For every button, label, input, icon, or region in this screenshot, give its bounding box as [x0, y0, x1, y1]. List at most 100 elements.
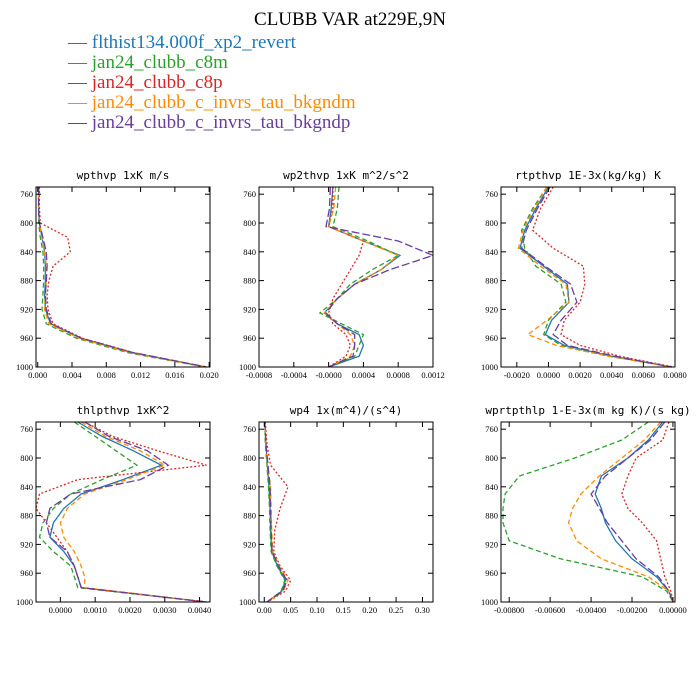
series-line: [264, 421, 292, 603]
x-tick-label: 0.0020: [118, 605, 141, 615]
y-tick-label: 760: [243, 189, 256, 199]
panel-title: thlpthvp 1xK^2: [77, 404, 170, 417]
y-tick-label: 960: [485, 568, 498, 578]
plot-frame: [500, 186, 676, 368]
x-tick-label: 0.016: [165, 370, 184, 380]
x-tick-label: 0.05: [283, 605, 298, 615]
series-line: [327, 187, 365, 368]
y-tick-label: 880: [20, 511, 33, 521]
series-line: [590, 421, 674, 603]
x-tick-label: 0.00000: [659, 605, 687, 615]
y-tick-label: 960: [20, 333, 33, 343]
plot-frame: [500, 421, 676, 603]
panel-title: wp2thvp 1xK m^2/s^2: [283, 169, 409, 182]
panel: wp4 1x(m^4)/(s^4)76080084088092096010000…: [239, 404, 434, 615]
y-tick-label: 800: [20, 453, 33, 463]
x-tick-label: 0.0040: [600, 370, 623, 380]
y-tick-label: 880: [485, 276, 498, 286]
legend-entry: — flthist134.000f_xp2_revert: [67, 32, 297, 53]
y-tick-label: 760: [485, 189, 498, 199]
panel: thlpthvp 1xK^2 760 800 840 880 920 960 1000 0.00…: [16, 404, 211, 615]
y-tick-label: 880: [243, 511, 256, 521]
series-line: [567, 421, 674, 603]
series-line: [264, 421, 288, 603]
series-line: [502, 421, 674, 603]
x-tick-label: 0.0000: [49, 605, 72, 615]
plot-frame: [258, 186, 434, 368]
y-tick-label: 800: [485, 218, 498, 228]
series-line: [520, 186, 672, 368]
x-tick-label: -0.00200: [617, 605, 647, 615]
y-tick-label: 960: [20, 568, 33, 578]
panel-title: rtpthvp 1E-3x(kg/kg) K: [515, 169, 661, 182]
series-line: [318, 186, 400, 368]
panel: rtpthvp 1E-3x(kg/kg) K 760 800 840 880 920 960…: [481, 169, 687, 380]
y-tick-label: 920: [485, 539, 498, 549]
y-tick-label: 840: [20, 247, 33, 257]
figure-title: CLUBB VAR at229E,9N: [254, 9, 446, 30]
x-tick-label: 0.0040: [188, 605, 211, 615]
plot-frame: [35, 186, 211, 368]
series-line: [264, 421, 289, 603]
series-line: [37, 187, 206, 368]
x-tick-label: -0.0020: [504, 370, 530, 380]
y-tick-label: 1000: [16, 597, 33, 607]
plot-frame: [258, 421, 434, 603]
series-line: [519, 186, 672, 368]
x-tick-label: 0.25: [389, 605, 404, 615]
x-tick-label: 0.0030: [153, 605, 176, 615]
x-tick-label: 0.0000: [537, 370, 560, 380]
x-tick-label: 0.00: [257, 605, 272, 615]
legend-entry: — jan24_clubb_c_invrs_tau_bkgndm: [67, 92, 356, 113]
series-line: [520, 186, 672, 368]
y-tick-label: 1000: [481, 362, 498, 372]
y-tick-label: 960: [243, 568, 256, 578]
y-tick-label: 1000: [239, 362, 256, 372]
x-tick-label: -0.00800: [494, 605, 524, 615]
x-tick-label: 0.10: [310, 605, 325, 615]
x-tick-label: -0.00400: [576, 605, 606, 615]
series-line: [37, 187, 207, 368]
y-tick-label: 880: [243, 276, 256, 286]
plot-frame: [35, 421, 211, 603]
series-line: [325, 186, 435, 368]
series-line: [45, 421, 207, 603]
series-line: [594, 421, 674, 603]
y-tick-label: 920: [243, 539, 256, 549]
series-line: [37, 187, 206, 368]
x-tick-label: 0.15: [336, 605, 351, 615]
series-line: [264, 421, 286, 603]
y-tick-label: 840: [20, 482, 33, 492]
legend: — flthist134.000f_xp2_revert — jan24_clu…: [67, 32, 356, 133]
panel-title: wprtpthlp 1-E-3x(m kg K)/(s kg): [485, 404, 690, 417]
x-tick-label: 0.008: [97, 370, 116, 380]
y-tick-label: 760: [20, 424, 33, 434]
legend-label: — jan24_clubb_c_invrs_tau_bkgndm: [67, 92, 356, 113]
legend-label: — jan24_clubb_c8m: [67, 52, 228, 73]
legend-label: — jan24_clubb_c_invrs_tau_bkgndp: [67, 112, 350, 133]
y-tick-label: 800: [243, 218, 256, 228]
legend-entry: — jan24_clubb_c_invrs_tau_bkgndp: [67, 112, 350, 133]
y-tick-label: 880: [485, 511, 498, 521]
panel: wprtpthlp 1-E-3x(m kg K)/(s kg) 760 800 840…: [481, 404, 691, 615]
y-tick-label: 840: [243, 482, 256, 492]
series-line: [621, 421, 674, 603]
y-tick-label: 920: [243, 304, 256, 314]
y-tick-label: 840: [243, 247, 256, 257]
x-tick-label: 0.20: [362, 605, 377, 615]
y-tick-label: 1000: [481, 597, 498, 607]
x-tick-label: 0.012: [131, 370, 150, 380]
panels: wpthvp 1xK m/s76080084088092096010000.00…: [16, 169, 691, 615]
series-line: [38, 187, 207, 368]
y-tick-label: 1000: [239, 597, 256, 607]
x-tick-label: -0.0008: [246, 370, 272, 380]
x-tick-label: 0.0004: [352, 370, 376, 380]
x-tick-label: 0.0008: [387, 370, 410, 380]
x-tick-label: 0.0060: [632, 370, 655, 380]
series-line: [38, 421, 207, 603]
panel-title: wp4 1x(m^4)/(s^4): [290, 404, 403, 417]
y-tick-label: 1000: [16, 362, 33, 372]
panel: wpthvp 1xK m/s76080084088092096010000.00…: [16, 169, 219, 380]
y-tick-label: 800: [20, 218, 33, 228]
panel: wp2thvp 1xK m^2/s^2 760 800 840 880 920 960 100…: [239, 169, 445, 380]
